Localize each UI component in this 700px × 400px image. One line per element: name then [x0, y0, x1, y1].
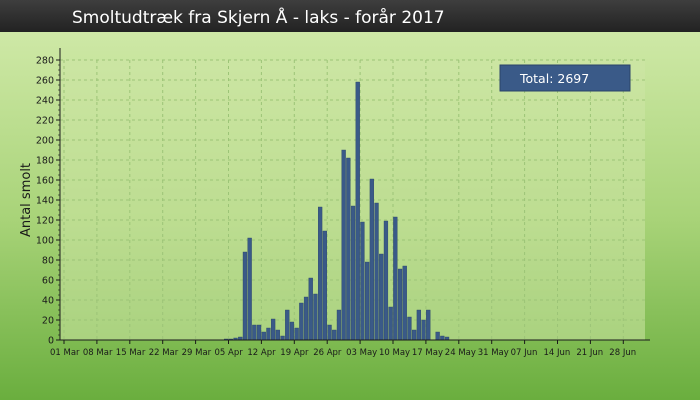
y-tick-label: 40	[42, 296, 54, 307]
x-tick-label: 08 Mar	[83, 348, 113, 358]
bar	[393, 216, 398, 341]
x-tick-label: 10 May	[379, 348, 410, 358]
bar	[289, 321, 295, 341]
axis-layer	[56, 48, 650, 344]
y-tick-label: 140	[36, 196, 54, 207]
x-tick-label: 24 May	[445, 348, 476, 358]
y-tick-label: 60	[42, 276, 54, 287]
y-tick-labels: 0 20 40 60 80 100 120 140 160 180 200 220 240 260 280	[36, 56, 54, 347]
bar	[383, 220, 389, 341]
bar	[388, 306, 393, 341]
bar	[435, 331, 440, 341]
x-tick-label: 26 Apr	[313, 348, 342, 358]
bar	[421, 319, 426, 341]
bar	[350, 205, 356, 341]
x-tick-label: 07 Jun	[511, 348, 538, 358]
x-tick-label: 17 May	[412, 348, 443, 358]
bar	[308, 277, 313, 341]
x-tick-label: 19 Apr	[280, 348, 309, 358]
y-tick-label: 180	[36, 156, 54, 167]
bar	[303, 296, 309, 341]
y-tick-label: 20	[42, 316, 54, 327]
chart-header	[0, 0, 700, 32]
bar	[336, 309, 342, 341]
y-tick-label: 280	[36, 56, 54, 67]
bar	[341, 149, 346, 341]
total-label: Total: 2697	[519, 71, 589, 86]
bar	[313, 293, 318, 341]
x-tick-label: 28 Jun	[609, 348, 636, 358]
bar	[346, 157, 351, 341]
y-tick-label: 160	[36, 176, 54, 187]
y-tick-label: 0	[48, 336, 54, 347]
bar	[261, 331, 266, 341]
y-tick-label: 200	[36, 136, 54, 147]
y-axis-label: Antal smolt	[19, 163, 34, 237]
bar	[360, 221, 365, 341]
total-box	[499, 64, 631, 92]
bar	[280, 335, 285, 341]
bar	[266, 327, 271, 341]
bar	[397, 268, 403, 341]
x-tick-labels: 01 Mar 08 Mar 15 Mar 22 Mar 29 Mar 05 Apr 12 A…	[50, 348, 636, 358]
x-tick-label: 31 May	[478, 348, 509, 358]
bar	[412, 329, 417, 341]
bar	[242, 251, 248, 341]
bar	[332, 329, 337, 341]
bar	[327, 324, 332, 341]
bar	[294, 327, 299, 341]
bars-layer	[224, 81, 450, 341]
x-tick-label: 03 May	[346, 348, 377, 358]
y-tick-label: 100	[36, 236, 54, 247]
bar	[355, 81, 360, 341]
bar	[322, 230, 327, 341]
x-tick-label: 14 Jun	[544, 348, 571, 358]
bar	[426, 309, 431, 341]
bar	[374, 202, 379, 341]
bar	[275, 329, 280, 341]
chart-title: Smoltudtræk fra Skjern Å - laks - forår …	[72, 6, 445, 28]
bar	[256, 324, 262, 341]
bar	[365, 261, 370, 341]
x-tick-label: 22 Mar	[149, 348, 179, 358]
bar	[318, 206, 323, 341]
y-tick-label: 80	[42, 256, 54, 267]
x-tick-label: 21 Jun	[576, 348, 603, 358]
y-tick-label: 240	[36, 96, 54, 107]
bar	[402, 265, 407, 341]
x-tick-label: 15 Mar	[116, 348, 146, 358]
bar	[416, 309, 421, 341]
bar	[271, 318, 276, 341]
x-tick-label: 01 Mar	[50, 348, 80, 358]
bar	[369, 178, 374, 341]
y-tick-label: 260	[36, 76, 54, 87]
x-tick-label: 12 Apr	[247, 348, 276, 358]
bar	[440, 335, 445, 341]
x-tick-label: 29 Mar	[182, 348, 212, 358]
bar	[247, 237, 252, 341]
x-tick-label: 05 Apr	[215, 348, 244, 358]
bar	[407, 316, 412, 341]
bar	[252, 324, 257, 341]
y-tick-label: 120	[36, 216, 54, 227]
bar	[285, 309, 290, 341]
bar	[299, 302, 304, 341]
y-tick-label: 220	[36, 116, 54, 127]
bar	[379, 253, 384, 341]
